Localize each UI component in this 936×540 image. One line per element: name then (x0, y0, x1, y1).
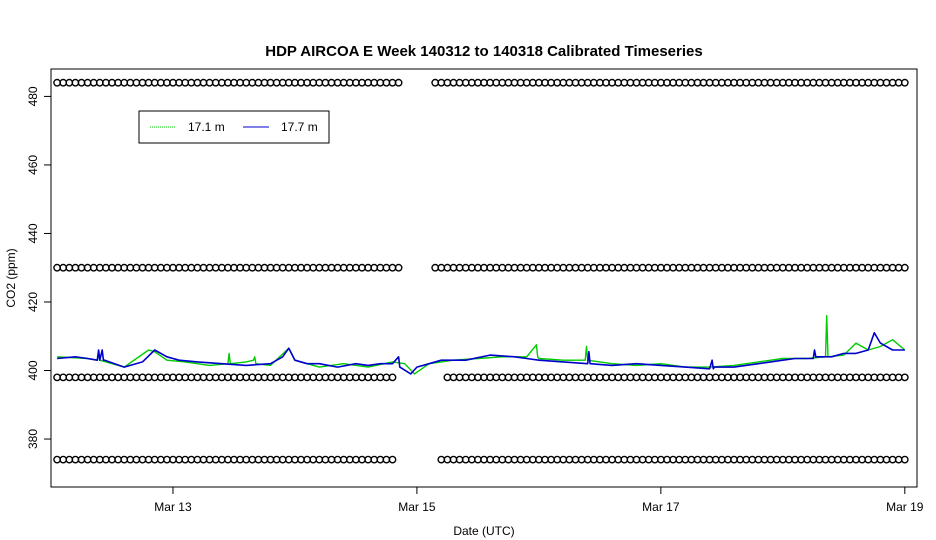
calibration-marker (394, 263, 403, 272)
series-line-17-7-m (57, 331, 905, 375)
x-tick-label: Mar 17 (642, 500, 680, 514)
x-tick-label: Mar 19 (886, 500, 924, 514)
calibration-marker (394, 78, 403, 87)
calibration-marker (900, 263, 909, 272)
calibration-marker (900, 373, 909, 382)
legend-label-17-7m: 17.7 m (281, 120, 318, 134)
calibration-marker (388, 455, 397, 464)
y-axis-label: CO2 (ppm) (4, 248, 18, 307)
y-tick-label: 460 (26, 155, 40, 175)
legend-label-17-1m: 17.1 m (188, 120, 225, 134)
calibration-marker (900, 78, 909, 87)
x-tick-label: Mar 13 (154, 500, 192, 514)
calibration-marker (900, 455, 909, 464)
marker-layer (53, 78, 909, 464)
legend: 17.1 m 17.7 m (138, 110, 330, 144)
x-tick-label: Mar 15 (398, 500, 436, 514)
x-axis-label: Date (UTC) (453, 524, 514, 538)
y-axis: 380 400 420 440 460 480 (26, 86, 51, 449)
x-axis: Mar 13 Mar 15 Mar 17 Mar 19 (154, 487, 924, 514)
y-tick-label: 480 (26, 86, 40, 106)
calibration-marker (388, 373, 397, 382)
y-tick-label: 440 (26, 223, 40, 243)
chart-title: HDP AIRCOA E Week 140312 to 140318 Calib… (265, 43, 702, 60)
y-tick-label: 380 (26, 429, 40, 449)
plot-frame (50, 68, 918, 488)
y-tick-label: 420 (26, 292, 40, 312)
y-tick-label: 400 (26, 360, 40, 380)
series-layer (57, 315, 906, 375)
